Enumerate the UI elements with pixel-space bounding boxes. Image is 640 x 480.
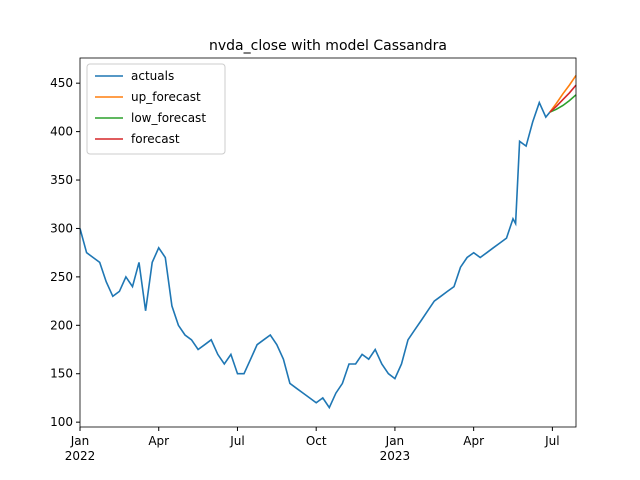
legend-label: up_forecast [131,90,201,104]
series-line [549,84,577,113]
x-tick-label: Apr [148,434,169,448]
legend-box [86,63,226,155]
y-tick-label: 350 [50,173,73,187]
y-tick-label: 250 [50,270,73,284]
legend-label: actuals [131,69,174,83]
y-tick-label: 300 [50,221,73,235]
x-tick-label: Jul [544,434,559,448]
x-tick-label: Apr [463,434,484,448]
legend-label: low_forecast [131,111,206,125]
series-line [79,100,551,410]
x-tick-label: Jan 2022 [65,434,96,463]
y-tick-label: 400 [50,125,73,139]
legend-label: forecast [131,132,180,146]
y-tick-label: 450 [50,76,73,90]
x-tick-label: Oct [306,434,327,448]
chart-title: nvda_close with model Cassandra [209,38,447,54]
series-line [549,74,577,113]
y-tick-label: 100 [50,415,73,429]
x-tick-label: Jul [229,434,244,448]
y-tick-label: 150 [50,367,73,381]
plot-frame [79,57,577,428]
series-line [549,94,577,113]
y-tick-label: 200 [50,318,73,332]
x-tick-label: Jan 2023 [380,434,411,463]
